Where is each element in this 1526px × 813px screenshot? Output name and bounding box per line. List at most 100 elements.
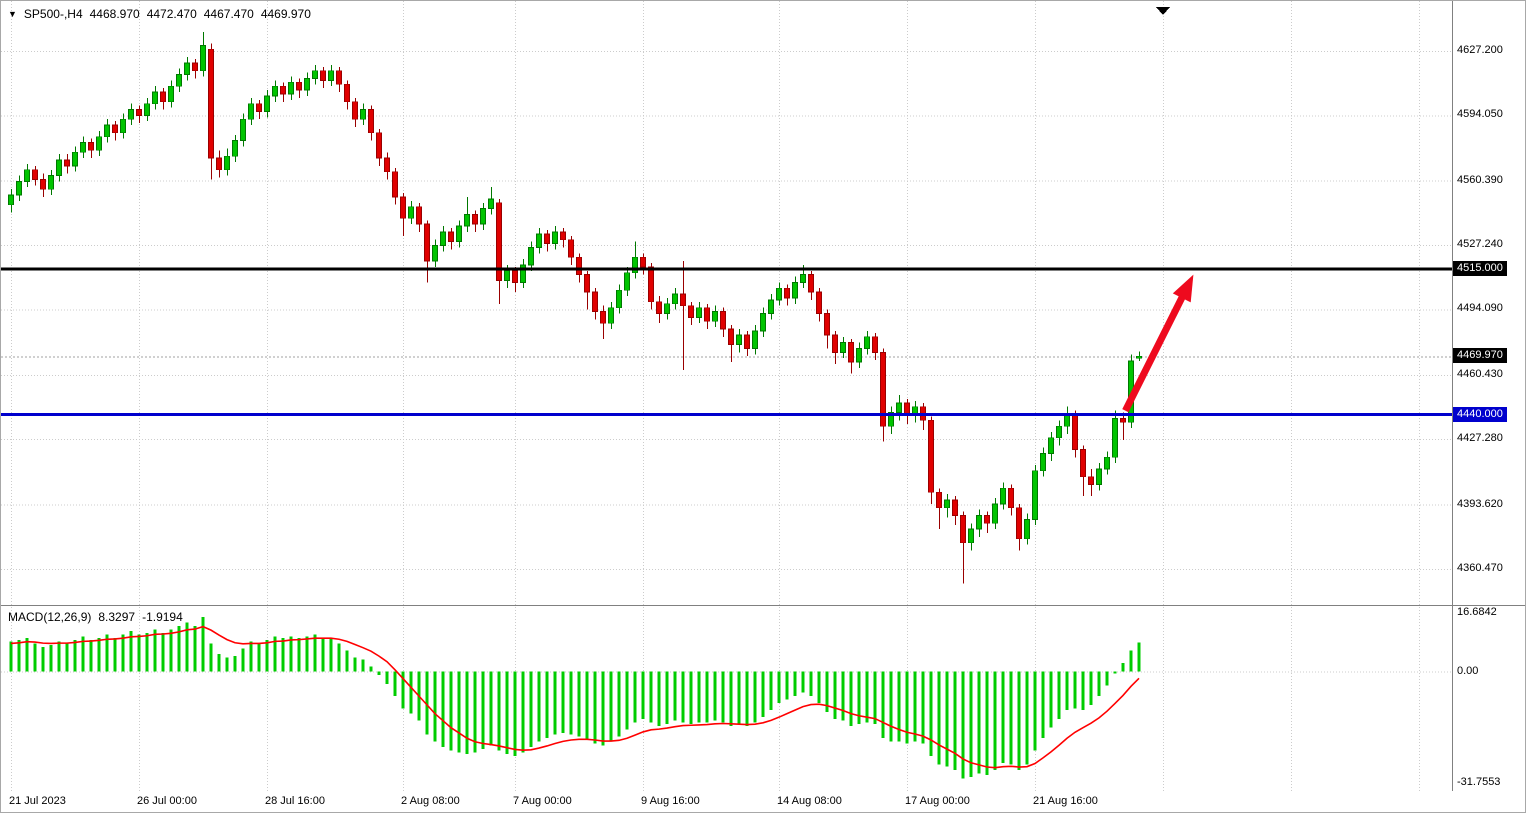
- macd-histogram-bar: [57, 641, 61, 672]
- macd-histogram-bar: [577, 671, 581, 737]
- price-tick-label: 4560.390: [1457, 173, 1503, 186]
- macd-histogram-bar: [785, 671, 789, 700]
- macd-histogram-bar: [281, 638, 285, 672]
- candle-bear: [1088, 476, 1094, 485]
- macd-histogram-bar: [497, 671, 501, 751]
- macd-histogram-bar: [217, 654, 221, 672]
- candle-bull: [696, 307, 702, 318]
- macd-indicator-name: MACD(12,26,9): [8, 610, 92, 624]
- macd-histogram-bar: [753, 671, 757, 723]
- macd-histogram-bar: [145, 632, 149, 672]
- candle-bear: [1072, 414, 1078, 450]
- macd-histogram-bar: [937, 671, 941, 765]
- candle-bull: [792, 282, 798, 299]
- macd-histogram-bar: [273, 636, 277, 672]
- macd-histogram-bar: [673, 671, 677, 721]
- macd-histogram-bar: [985, 671, 989, 776]
- macd-histogram-bar: [1073, 671, 1077, 709]
- candle-bull: [8, 194, 14, 206]
- macd-histogram-bar: [977, 671, 981, 774]
- candle-bear: [384, 157, 390, 173]
- price-axis[interactable]: 4627.200 4594.050 4560.390 4527.240 4494.090…: [1453, 1, 1525, 791]
- candle-bear: [392, 171, 398, 198]
- macd-histogram-bar: [1057, 671, 1061, 719]
- candle-bull: [760, 313, 766, 332]
- macd-histogram-bar: [425, 671, 429, 735]
- time-tick-label: 2 Aug 08:00: [401, 795, 460, 807]
- candle-bear: [824, 313, 830, 336]
- candle-bull: [72, 151, 78, 167]
- candle-bear: [216, 157, 222, 171]
- candle-bear: [344, 83, 350, 103]
- candle-bull: [616, 289, 622, 309]
- macd-histogram-bar: [129, 631, 133, 672]
- candle-bear: [336, 70, 342, 85]
- candle-bull: [624, 272, 630, 291]
- macd-histogram-bar: [1105, 671, 1109, 686]
- macd-indicator-header: MACD(12,26,9) 8.3297 -1.9194: [8, 610, 183, 624]
- candle-bull: [968, 528, 974, 544]
- candle-bull: [1000, 487, 1006, 505]
- candle-bear: [424, 223, 430, 262]
- candle-bull: [464, 214, 470, 227]
- candle-bull: [408, 206, 414, 219]
- candle-bull: [272, 85, 278, 97]
- candle-bear: [320, 70, 326, 81]
- candle-bull: [128, 109, 134, 120]
- candle-bear: [416, 206, 422, 225]
- candle-bull: [1024, 519, 1030, 540]
- candle-bull: [176, 74, 182, 87]
- macd-histogram-bar: [825, 671, 829, 712]
- candle-bear: [1016, 507, 1022, 540]
- macd-histogram-bar: [633, 671, 637, 723]
- macd-histogram-bar: [313, 634, 317, 672]
- candle-bull: [520, 264, 526, 283]
- candle-bull: [840, 342, 846, 353]
- macd-histogram-bar: [17, 639, 21, 672]
- macd-histogram-bar: [233, 655, 237, 672]
- macd-histogram-bar: [529, 671, 533, 748]
- macd-histogram-bar: [793, 671, 797, 697]
- macd-histogram-bar: [817, 671, 821, 704]
- trend-arrow-shaft[interactable]: [1122, 290, 1188, 413]
- candle-bull: [80, 142, 86, 153]
- macd-histogram-bar: [1097, 671, 1101, 697]
- macd-histogram-bar: [457, 671, 461, 753]
- time-axis[interactable]: 21 Jul 2023 26 Jul 00:00 28 Jul 16:00 2 Aug…: [1, 791, 1525, 812]
- time-tick-label: 21 Jul 2023: [9, 795, 66, 807]
- macd-histogram-bar: [297, 638, 301, 672]
- macd-histogram-bar: [209, 643, 213, 672]
- price-tick-label: 4594.050: [1457, 108, 1503, 121]
- trend-arrow-head[interactable]: [1172, 274, 1194, 303]
- symbol-dropdown-icon[interactable]: ▼: [8, 9, 17, 19]
- macd-histogram-bar: [65, 643, 69, 672]
- macd-histogram-bar: [1025, 671, 1029, 765]
- macd-histogram-bar: [473, 671, 477, 753]
- macd-histogram-bar: [153, 629, 157, 672]
- level-price-tag: 4515.000: [1453, 260, 1507, 276]
- candle-bull: [456, 225, 462, 243]
- macd-histogram-bar: [241, 648, 245, 672]
- candle-bear: [584, 274, 590, 293]
- candle-bull: [152, 91, 158, 105]
- ohlc-close: 4469.970: [260, 7, 311, 21]
- macd-histogram-bar: [329, 638, 333, 672]
- macd-histogram-bar: [113, 638, 117, 672]
- macd-histogram-bar: [593, 671, 597, 744]
- candle-bear: [448, 231, 454, 243]
- candle-bull: [144, 103, 150, 116]
- macd-histogram-bar: [993, 671, 997, 770]
- candle-bull: [328, 70, 334, 81]
- time-tick-label: 21 Aug 16:00: [1033, 795, 1098, 807]
- chart-header: ▼ SP500-,H4 4468.970 4472.470 4467.470 4…: [8, 7, 311, 21]
- macd-histogram-bar: [1129, 650, 1133, 672]
- candle-bear: [352, 101, 358, 120]
- macd-histogram-bar: [1033, 671, 1037, 751]
- price-tick-label: 4494.090: [1457, 302, 1503, 315]
- macd-histogram-bar: [913, 671, 917, 742]
- candle-bear: [952, 499, 958, 516]
- candle-bear: [560, 231, 566, 241]
- candle-bear: [688, 305, 694, 318]
- candle-bear: [576, 256, 582, 276]
